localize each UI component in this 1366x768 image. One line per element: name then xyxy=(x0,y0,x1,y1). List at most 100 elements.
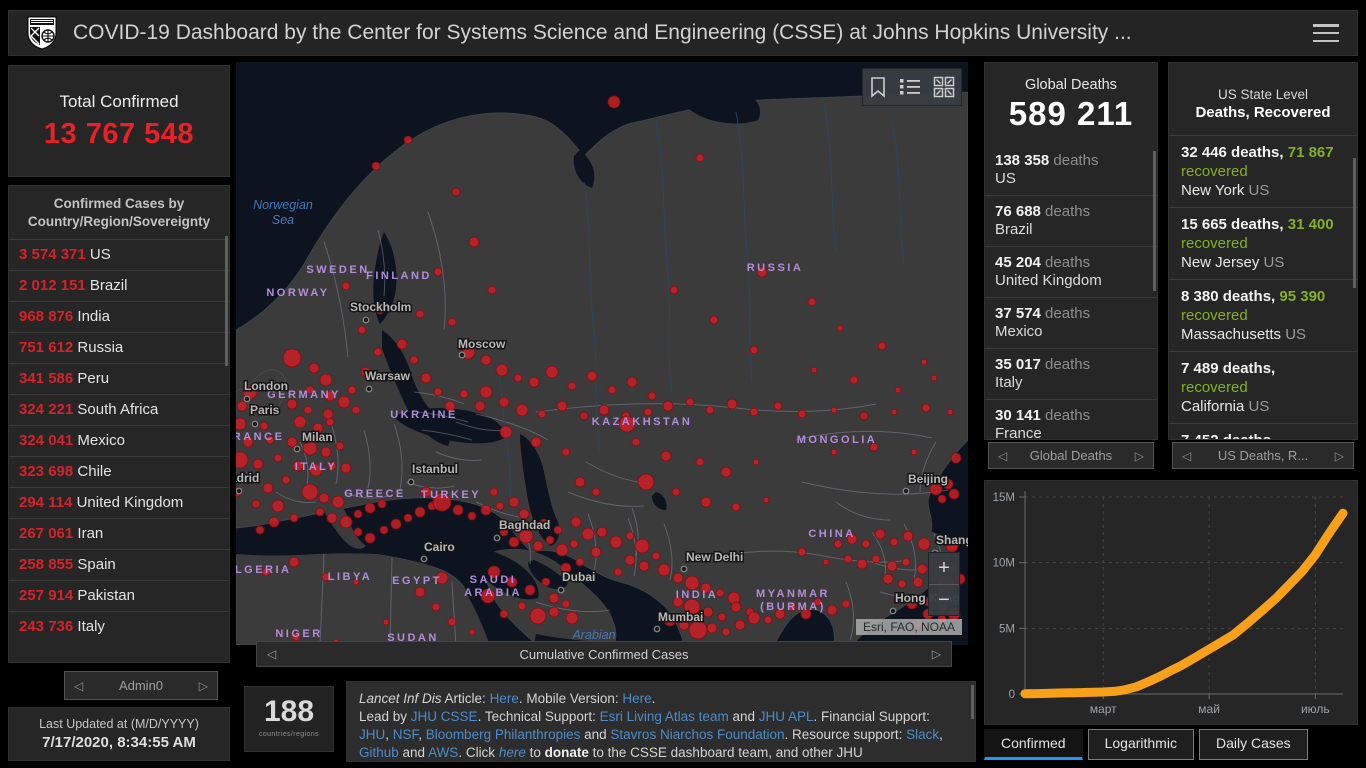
case-cluster-dot[interactable] xyxy=(319,373,333,387)
global-death-row[interactable]: 30 141 deaths France xyxy=(985,399,1157,439)
pager-right-icon[interactable]: ▷ xyxy=(1334,448,1344,463)
case-cluster-dot[interactable] xyxy=(459,389,469,399)
case-cluster-dot[interactable] xyxy=(302,440,318,456)
case-cluster-dot[interactable] xyxy=(506,576,518,588)
case-cluster-dot[interactable] xyxy=(702,606,714,618)
case-cluster-dot[interactable] xyxy=(447,617,457,627)
case-cluster-dot[interactable] xyxy=(613,567,623,577)
case-cluster-dot[interactable] xyxy=(672,596,684,608)
case-cluster-dot[interactable] xyxy=(756,266,768,278)
case-cluster-dot[interactable] xyxy=(499,609,509,619)
global-deaths-scrollbar[interactable] xyxy=(1153,151,1156,291)
case-cluster-dot[interactable] xyxy=(910,448,918,456)
case-cluster-dot[interactable] xyxy=(265,435,275,445)
info-link[interactable]: Bloomberg Philanthropies xyxy=(425,727,581,743)
case-cluster-dot[interactable] xyxy=(657,563,671,577)
case-cluster-dot[interactable] xyxy=(889,537,899,547)
case-cluster-dot[interactable] xyxy=(912,576,924,588)
case-cluster-dot[interactable] xyxy=(607,385,617,395)
case-cluster-dot[interactable] xyxy=(660,450,672,462)
case-cluster-dot[interactable] xyxy=(700,582,712,594)
case-cluster-dot[interactable] xyxy=(877,341,887,351)
case-cluster-dot[interactable] xyxy=(364,502,376,514)
case-cluster-dot[interactable] xyxy=(856,558,868,570)
menu-icon[interactable] xyxy=(1313,24,1339,42)
case-cluster-dot[interactable] xyxy=(518,528,534,544)
case-cluster-dot[interactable] xyxy=(797,547,807,557)
case-cluster-dot[interactable] xyxy=(797,409,807,419)
case-cluster-dot[interactable] xyxy=(942,478,954,490)
info-link[interactable]: AWS xyxy=(428,745,459,761)
case-cluster-dot[interactable] xyxy=(662,400,674,412)
case-cluster-dot[interactable] xyxy=(705,405,715,415)
basemap-gallery-icon[interactable] xyxy=(933,76,955,98)
case-cluster-dot[interactable] xyxy=(528,376,540,388)
case-cluster-dot[interactable] xyxy=(495,501,505,511)
case-cluster-dot[interactable] xyxy=(474,400,486,412)
case-cluster-dot[interactable] xyxy=(335,441,345,451)
case-cluster-dot[interactable] xyxy=(715,588,725,598)
case-cluster-dot[interactable] xyxy=(886,560,898,572)
country-row[interactable]: 258 855 Spain xyxy=(9,549,229,580)
case-cluster-dot[interactable] xyxy=(591,487,601,497)
case-cluster-dot[interactable] xyxy=(631,437,641,447)
case-cluster-dot[interactable] xyxy=(403,513,413,523)
case-cluster-dot[interactable] xyxy=(930,374,938,382)
case-cluster-dot[interactable] xyxy=(322,408,334,420)
tab-logarithmic[interactable]: Logarithmic xyxy=(1087,729,1194,760)
tab-daily-cases[interactable]: Daily Cases xyxy=(1198,729,1308,760)
case-cluster-dot[interactable] xyxy=(262,482,274,494)
case-cluster-dot[interactable] xyxy=(651,551,661,561)
case-cluster-dot[interactable] xyxy=(553,525,563,535)
case-cluster-dot[interactable] xyxy=(382,618,390,626)
global-death-row[interactable]: 37 574 deaths Mexico xyxy=(985,297,1157,348)
case-cluster-dot[interactable] xyxy=(671,487,681,497)
cumulative-left-icon[interactable]: ◁ xyxy=(267,647,277,661)
info-link[interactable]: JHU CSSE xyxy=(410,709,478,725)
case-cluster-dot[interactable] xyxy=(882,573,894,585)
info-link[interactable]: JHU xyxy=(359,727,386,743)
case-cluster-dot[interactable] xyxy=(773,401,783,411)
pager-right-icon[interactable]: ▷ xyxy=(198,678,208,693)
case-cluster-dot[interactable] xyxy=(813,597,823,607)
case-cluster-dot[interactable] xyxy=(268,516,280,528)
case-cluster-dot[interactable] xyxy=(545,365,559,379)
tab-confirmed[interactable]: Confirmed xyxy=(984,729,1083,760)
case-cluster-dot[interactable] xyxy=(303,405,313,415)
case-cluster-dot[interactable] xyxy=(897,579,907,589)
case-cluster-dot[interactable] xyxy=(414,506,426,518)
case-cluster-dot[interactable] xyxy=(339,515,353,529)
case-cluster-dot[interactable] xyxy=(326,512,338,524)
case-cluster-dot[interactable] xyxy=(624,554,636,566)
case-cluster-dot[interactable] xyxy=(508,536,520,548)
info-scrollbar[interactable] xyxy=(971,685,974,719)
case-cluster-dot[interactable] xyxy=(555,543,569,557)
case-cluster-dot[interactable] xyxy=(684,575,700,591)
case-cluster-dot[interactable] xyxy=(242,436,254,448)
case-cluster-dot[interactable] xyxy=(556,400,568,412)
case-cluster-dot[interactable] xyxy=(836,324,844,332)
case-cluster-dot[interactable] xyxy=(518,508,530,520)
pager-left-icon[interactable]: ◁ xyxy=(74,678,84,693)
case-cluster-dot[interactable] xyxy=(643,407,653,417)
case-cluster-dot[interactable] xyxy=(308,362,320,374)
case-cluster-dot[interactable] xyxy=(609,535,623,549)
case-cluster-dot[interactable] xyxy=(373,347,383,357)
case-cluster-dot[interactable] xyxy=(261,567,271,577)
case-cluster-dot[interactable] xyxy=(236,400,248,412)
pager-left-icon[interactable]: ◁ xyxy=(998,448,1008,463)
case-cluster-dot[interactable] xyxy=(301,483,319,501)
case-cluster-dot[interactable] xyxy=(717,612,727,622)
case-cluster-dot[interactable] xyxy=(695,153,705,163)
case-cluster-dot[interactable] xyxy=(598,404,610,416)
case-cluster-dot[interactable] xyxy=(360,366,372,378)
case-cluster-dot[interactable] xyxy=(409,355,419,365)
case-cluster-dot[interactable] xyxy=(530,436,542,448)
case-cluster-dot[interactable] xyxy=(351,405,361,415)
case-cluster-dot[interactable] xyxy=(634,538,650,554)
case-cluster-dot[interactable] xyxy=(948,488,960,500)
case-cluster-dot[interactable] xyxy=(377,499,387,509)
case-cluster-dot[interactable] xyxy=(890,408,898,416)
case-cluster-dot[interactable] xyxy=(273,453,283,463)
